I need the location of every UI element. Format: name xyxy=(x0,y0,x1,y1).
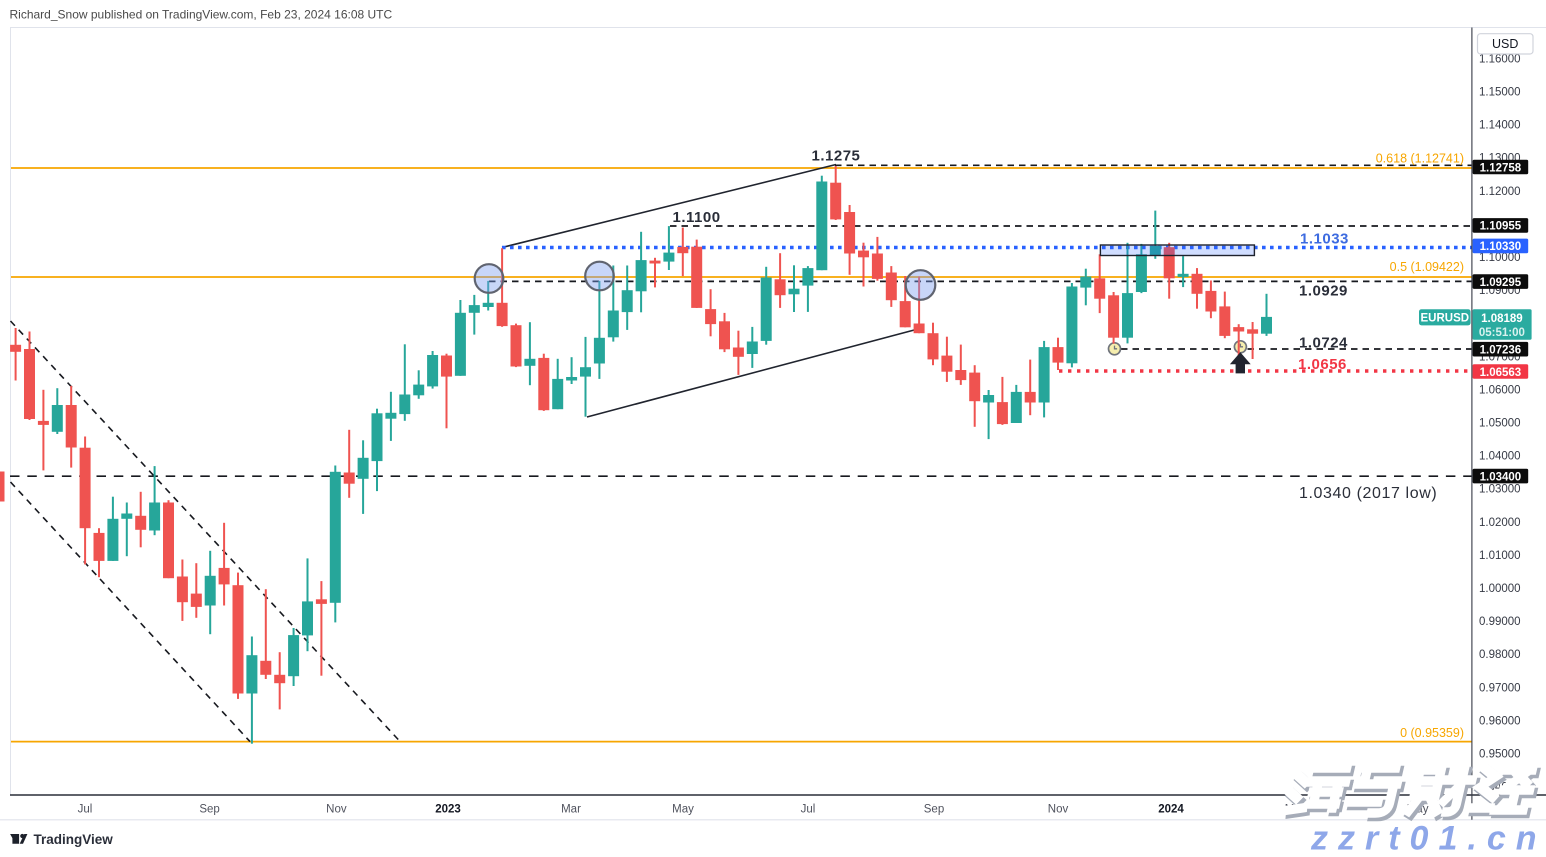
svg-text:1.04000: 1.04000 xyxy=(1479,451,1521,463)
svg-text:0.95000: 0.95000 xyxy=(1479,749,1521,761)
svg-text:1.05000: 1.05000 xyxy=(1479,418,1521,430)
svg-text:0.99000: 0.99000 xyxy=(1479,616,1521,628)
svg-text:05:51:00: 05:51:00 xyxy=(1479,327,1525,339)
svg-text:1.06000: 1.06000 xyxy=(1479,384,1521,396)
svg-text:0.96000: 0.96000 xyxy=(1479,715,1521,727)
svg-text:1.07236: 1.07236 xyxy=(1480,345,1522,357)
svg-text:Mar: Mar xyxy=(561,804,581,816)
svg-text:1.02000: 1.02000 xyxy=(1479,517,1521,529)
svg-text:0.97000: 0.97000 xyxy=(1479,682,1521,694)
svg-text:Jul: Jul xyxy=(78,804,93,816)
svg-text:Sep: Sep xyxy=(924,804,944,816)
svg-text:0.98000: 0.98000 xyxy=(1479,649,1521,661)
svg-text:1.01000: 1.01000 xyxy=(1479,550,1521,562)
svg-text:Nov: Nov xyxy=(326,804,347,816)
svg-text:1.1100: 1.1100 xyxy=(673,209,721,226)
svg-text:0.5 (1.09422): 0.5 (1.09422) xyxy=(1390,260,1464,274)
svg-text:1.10955: 1.10955 xyxy=(1480,221,1522,233)
svg-text:Sep: Sep xyxy=(199,804,219,816)
svg-text:1.12758: 1.12758 xyxy=(1480,162,1522,174)
svg-text:1.06563: 1.06563 xyxy=(1480,367,1522,379)
svg-text:0.618 (1.12741): 0.618 (1.12741) xyxy=(1376,152,1464,166)
svg-text:1.1033: 1.1033 xyxy=(1300,231,1349,248)
svg-text:1.12000: 1.12000 xyxy=(1479,186,1521,198)
svg-text:May: May xyxy=(672,804,694,816)
svg-text:Jul: Jul xyxy=(801,804,816,816)
svg-text:0 (0.95359): 0 (0.95359) xyxy=(1400,726,1464,740)
svg-text:1.0656: 1.0656 xyxy=(1298,356,1347,373)
svg-text:zzrt01.cn: zzrt01.cn xyxy=(1310,820,1546,857)
svg-text:EURUSD: EURUSD xyxy=(1421,312,1470,324)
svg-text:1.09295: 1.09295 xyxy=(1480,277,1522,289)
svg-text:1.0340 (2017 low): 1.0340 (2017 low) xyxy=(1299,485,1437,502)
svg-text:1.10330: 1.10330 xyxy=(1480,241,1522,253)
svg-text:2023: 2023 xyxy=(435,804,461,816)
svg-text:1.0929: 1.0929 xyxy=(1299,283,1348,300)
svg-text:Richard_Snow published on Trad: Richard_Snow published on TradingView.co… xyxy=(10,7,393,21)
svg-text:1.15000: 1.15000 xyxy=(1479,87,1521,99)
svg-text:1.1275: 1.1275 xyxy=(812,147,861,164)
svg-text:1.08189: 1.08189 xyxy=(1481,313,1523,325)
svg-text:1.16000: 1.16000 xyxy=(1479,53,1521,65)
svg-text:1.14000: 1.14000 xyxy=(1479,120,1521,132)
svg-text:1.00000: 1.00000 xyxy=(1479,583,1521,595)
svg-text:2024: 2024 xyxy=(1158,804,1184,816)
svg-text:USD: USD xyxy=(1492,37,1518,51)
svg-text:1.0724: 1.0724 xyxy=(1299,334,1348,351)
svg-text:1.03000: 1.03000 xyxy=(1479,484,1521,496)
svg-text:1.03400: 1.03400 xyxy=(1480,471,1522,483)
svg-text:TradingView: TradingView xyxy=(34,832,114,847)
svg-text:Nov: Nov xyxy=(1048,804,1069,816)
svg-text:1.10000: 1.10000 xyxy=(1479,252,1521,264)
